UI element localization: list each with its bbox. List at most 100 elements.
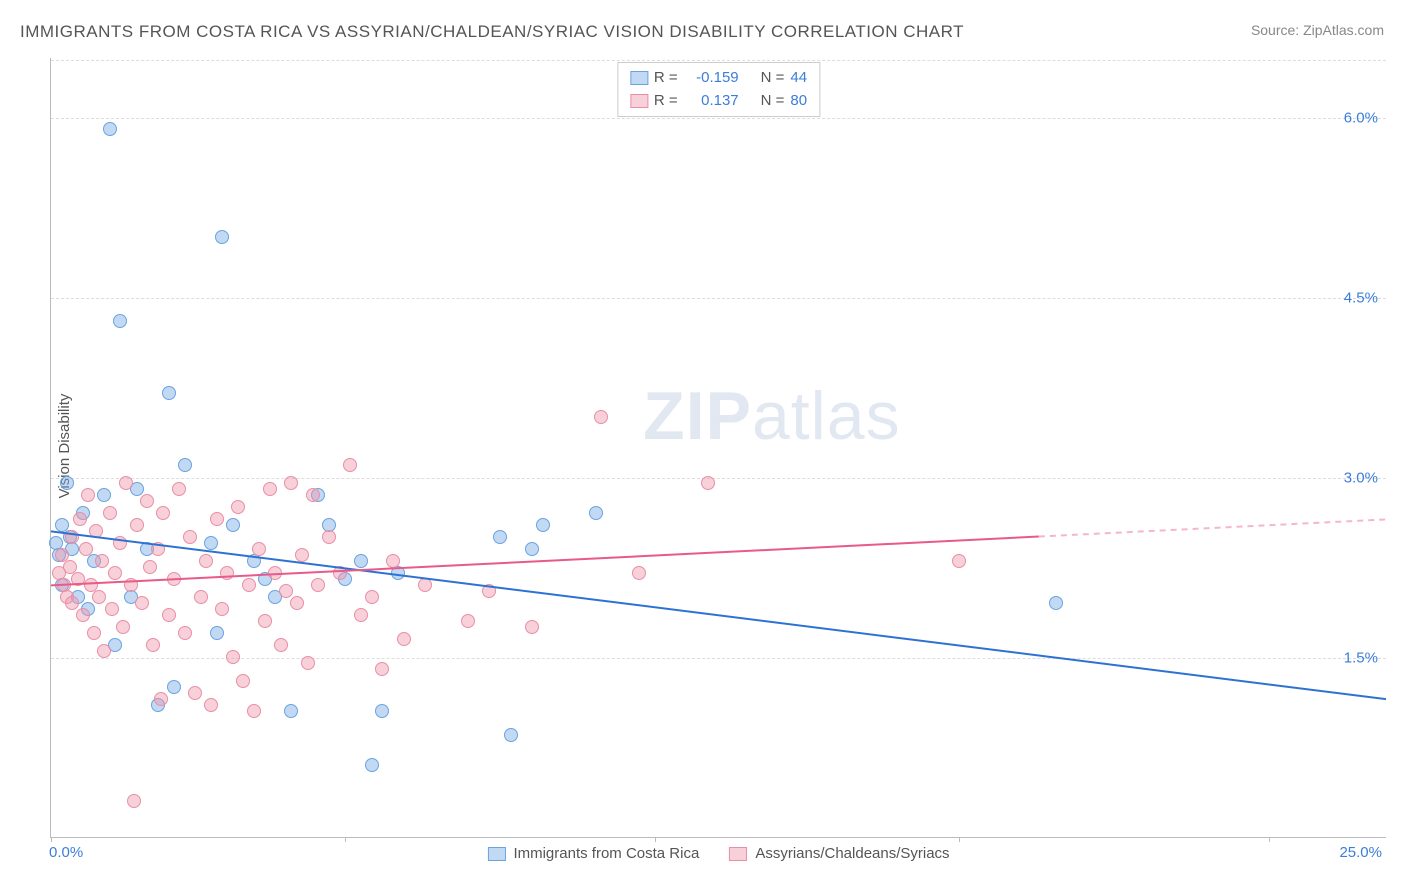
y-tick-label: 3.0% (1344, 470, 1378, 487)
legend-label-1: Assyrians/Chaldeans/Syriacs (755, 845, 949, 862)
data-point (236, 674, 250, 688)
n-label: N = (761, 90, 785, 113)
data-point (322, 530, 336, 544)
data-point (92, 590, 106, 604)
data-point (113, 536, 127, 550)
data-point (952, 554, 966, 568)
data-point (333, 566, 347, 580)
data-point (365, 758, 379, 772)
data-point (95, 554, 109, 568)
x-tick-mark (1269, 837, 1270, 842)
data-point (113, 314, 127, 328)
data-point (162, 386, 176, 400)
data-point (60, 476, 74, 490)
data-point (504, 728, 518, 742)
data-point (461, 614, 475, 628)
grid-line (51, 118, 1386, 119)
data-point (263, 482, 277, 496)
data-point (188, 686, 202, 700)
legend-label-0: Immigrants from Costa Rica (513, 845, 699, 862)
data-point (71, 572, 85, 586)
data-point (154, 692, 168, 706)
data-point (89, 524, 103, 538)
data-point (97, 644, 111, 658)
data-point (594, 410, 608, 424)
data-point (178, 626, 192, 640)
data-point (397, 632, 411, 646)
data-point (146, 638, 160, 652)
data-point (162, 608, 176, 622)
data-point (418, 578, 432, 592)
n-value-1: 80 (790, 90, 807, 113)
data-point (108, 566, 122, 580)
bottom-legend: Immigrants from Costa Rica Assyrians/Cha… (487, 845, 949, 862)
data-point (215, 602, 229, 616)
data-point (105, 602, 119, 616)
data-point (130, 518, 144, 532)
data-point (247, 704, 261, 718)
data-point (242, 578, 256, 592)
data-point (589, 506, 603, 520)
data-point (167, 572, 181, 586)
data-point (365, 590, 379, 604)
regression-line-extrapolated (1039, 519, 1386, 536)
data-point (204, 536, 218, 550)
data-point (135, 596, 149, 610)
data-point (226, 650, 240, 664)
data-point (143, 560, 157, 574)
data-point (127, 794, 141, 808)
stats-row-series-1: R = 0.137 N = 80 (630, 90, 807, 113)
data-point (172, 482, 186, 496)
data-point (97, 488, 111, 502)
data-point (375, 704, 389, 718)
swatch-series-1 (729, 847, 747, 861)
swatch-series-0 (630, 71, 648, 85)
data-point (1049, 596, 1063, 610)
data-point (226, 518, 240, 532)
data-point (311, 578, 325, 592)
watermark: ZIPatlas (643, 377, 900, 455)
swatch-series-1 (630, 94, 648, 108)
data-point (183, 530, 197, 544)
data-point (252, 542, 266, 556)
data-point (284, 704, 298, 718)
data-point (215, 230, 229, 244)
n-label: N = (761, 67, 785, 90)
data-point (525, 542, 539, 556)
chart-title: IMMIGRANTS FROM COSTA RICA VS ASSYRIAN/C… (20, 22, 964, 42)
data-point (79, 542, 93, 556)
x-tick-min: 0.0% (49, 844, 83, 861)
grid-line (51, 60, 1386, 61)
n-value-0: 44 (790, 67, 807, 90)
data-point (391, 566, 405, 580)
r-value-1: 0.137 (684, 90, 739, 113)
r-value-0: -0.159 (684, 67, 739, 90)
data-point (632, 566, 646, 580)
data-point (194, 590, 208, 604)
x-tick-mark (51, 837, 52, 842)
data-point (295, 548, 309, 562)
data-point (386, 554, 400, 568)
y-tick-label: 4.5% (1344, 290, 1378, 307)
grid-line (51, 298, 1386, 299)
data-point (204, 698, 218, 712)
data-point (301, 656, 315, 670)
data-point (290, 596, 304, 610)
plot-area: ZIPatlas R = -0.159 N = 44 R = 0.137 N =… (50, 58, 1386, 838)
data-point (375, 662, 389, 676)
data-point (140, 494, 154, 508)
data-point (76, 608, 90, 622)
data-point (701, 476, 715, 490)
r-label: R = (654, 67, 678, 90)
data-point (65, 530, 79, 544)
data-point (343, 458, 357, 472)
data-point (156, 506, 170, 520)
data-point (81, 488, 95, 502)
x-tick-mark (959, 837, 960, 842)
x-tick-mark (345, 837, 346, 842)
stats-row-series-0: R = -0.159 N = 44 (630, 67, 807, 90)
data-point (103, 506, 117, 520)
legend-item-1: Assyrians/Chaldeans/Syriacs (729, 845, 949, 862)
y-tick-label: 6.0% (1344, 110, 1378, 127)
swatch-series-0 (487, 847, 505, 861)
